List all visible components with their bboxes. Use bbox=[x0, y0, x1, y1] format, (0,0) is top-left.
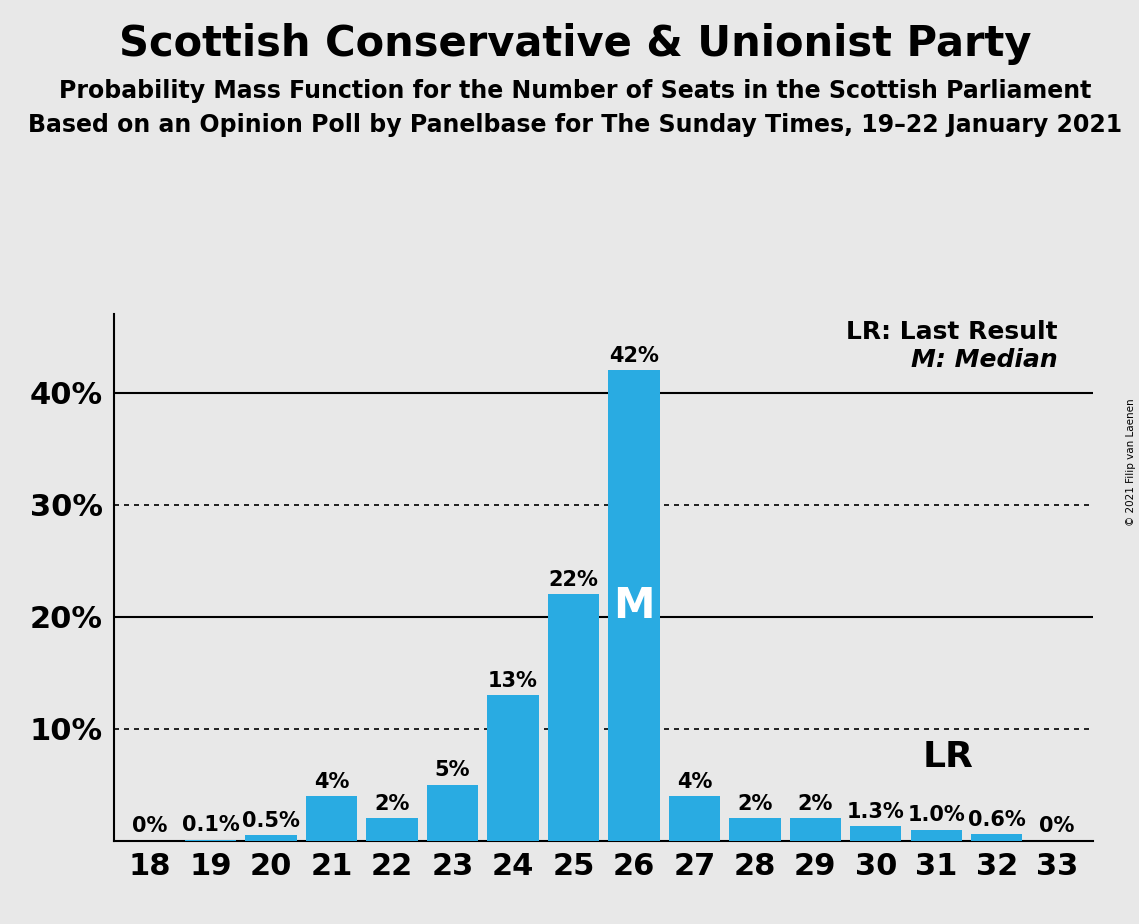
Bar bbox=[608, 371, 659, 841]
Text: Probability Mass Function for the Number of Seats in the Scottish Parliament: Probability Mass Function for the Number… bbox=[59, 79, 1091, 103]
Text: 2%: 2% bbox=[797, 794, 833, 814]
Text: LR: Last Result: LR: Last Result bbox=[845, 320, 1057, 344]
Bar bbox=[548, 594, 599, 841]
Text: Scottish Conservative & Unionist Party: Scottish Conservative & Unionist Party bbox=[118, 23, 1032, 65]
Text: © 2021 Filip van Laenen: © 2021 Filip van Laenen bbox=[1126, 398, 1136, 526]
Text: 0.6%: 0.6% bbox=[968, 809, 1025, 830]
Text: 13%: 13% bbox=[487, 671, 538, 690]
Text: M: Median: M: Median bbox=[910, 347, 1057, 371]
Bar bbox=[972, 834, 1023, 841]
Text: 1.0%: 1.0% bbox=[908, 805, 965, 825]
Text: 0.1%: 0.1% bbox=[182, 815, 239, 835]
Text: 1.3%: 1.3% bbox=[847, 802, 904, 821]
Text: 2%: 2% bbox=[375, 794, 410, 814]
Text: 22%: 22% bbox=[549, 570, 598, 590]
Bar bbox=[910, 830, 962, 841]
Text: LR: LR bbox=[923, 740, 974, 773]
Bar bbox=[669, 796, 720, 841]
Bar bbox=[487, 695, 539, 841]
Text: 0%: 0% bbox=[132, 817, 167, 836]
Bar bbox=[306, 796, 358, 841]
Bar bbox=[850, 826, 901, 841]
Bar bbox=[427, 784, 478, 841]
Text: Based on an Opinion Poll by Panelbase for The Sunday Times, 19–22 January 2021: Based on an Opinion Poll by Panelbase fo… bbox=[28, 113, 1122, 137]
Text: 5%: 5% bbox=[435, 760, 470, 781]
Text: 4%: 4% bbox=[314, 772, 350, 792]
Text: 0.5%: 0.5% bbox=[243, 810, 300, 831]
Bar bbox=[367, 819, 418, 841]
Text: M: M bbox=[613, 585, 655, 626]
Bar bbox=[245, 835, 297, 841]
Bar bbox=[729, 819, 780, 841]
Text: 0%: 0% bbox=[1040, 817, 1075, 836]
Bar bbox=[185, 840, 237, 841]
Bar bbox=[789, 819, 841, 841]
Text: 2%: 2% bbox=[737, 794, 772, 814]
Text: 4%: 4% bbox=[677, 772, 712, 792]
Text: 42%: 42% bbox=[609, 346, 658, 366]
